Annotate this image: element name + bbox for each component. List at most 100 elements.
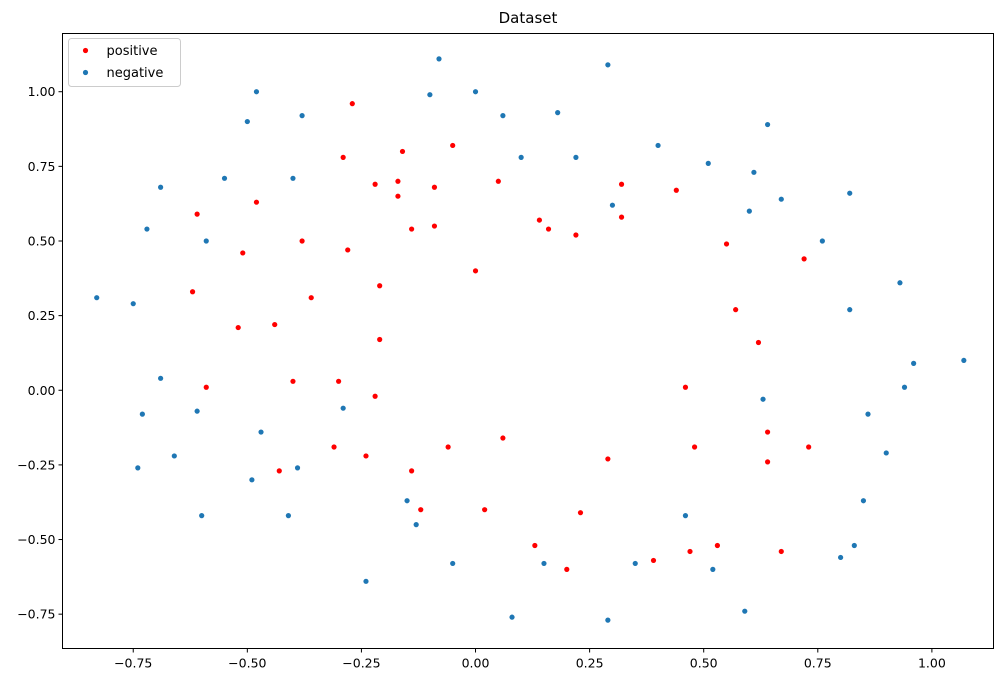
negative-point bbox=[299, 112, 305, 119]
positive-point bbox=[450, 142, 456, 149]
positive-point bbox=[349, 101, 355, 107]
positive-point bbox=[806, 444, 812, 450]
negative-point bbox=[244, 118, 250, 125]
positive-point bbox=[577, 510, 584, 516]
positive-point bbox=[764, 459, 771, 465]
y-tick-label: −0.75 bbox=[17, 607, 55, 622]
negative-point bbox=[778, 196, 784, 202]
negative-point bbox=[573, 154, 579, 160]
positive-point bbox=[372, 181, 378, 187]
positive-point bbox=[573, 232, 579, 238]
positive-point bbox=[431, 223, 438, 229]
positive-point bbox=[618, 181, 625, 187]
negative-point bbox=[139, 411, 145, 417]
x-tick-label: −0.25 bbox=[342, 656, 380, 671]
positive-point bbox=[714, 542, 720, 549]
positive-point bbox=[409, 226, 415, 232]
y-tick-label: 0.00 bbox=[28, 383, 56, 398]
positive-point bbox=[276, 468, 282, 474]
positive-point bbox=[299, 238, 305, 244]
legend-box bbox=[68, 38, 181, 87]
negative-point bbox=[865, 411, 871, 417]
positive-point bbox=[536, 217, 543, 223]
negative-point bbox=[851, 542, 857, 549]
negative-point bbox=[130, 301, 136, 307]
points-layer bbox=[94, 56, 967, 623]
negative-point bbox=[194, 408, 200, 414]
negative-point bbox=[541, 560, 547, 567]
positive-point bbox=[331, 444, 337, 450]
negative-point bbox=[171, 453, 177, 459]
y-tick-label: −0.25 bbox=[17, 457, 55, 472]
y-tick-label: 1.00 bbox=[28, 84, 56, 99]
negative-point bbox=[436, 56, 442, 62]
positive-point bbox=[409, 468, 415, 474]
positive-point bbox=[189, 289, 196, 295]
negative-point bbox=[911, 360, 917, 366]
positive-point bbox=[395, 193, 401, 199]
negative-point bbox=[764, 121, 771, 128]
negative-point bbox=[294, 465, 301, 471]
negative-point bbox=[518, 154, 524, 160]
negative-point bbox=[199, 513, 205, 519]
negative-point bbox=[472, 89, 479, 95]
y-tick-label: 0.25 bbox=[28, 308, 56, 323]
negative-point bbox=[742, 608, 748, 614]
positive-point bbox=[691, 444, 698, 450]
negative-point bbox=[203, 238, 209, 244]
positive-point bbox=[377, 336, 383, 343]
negative-point bbox=[290, 175, 296, 181]
x-tick-label: 0.75 bbox=[804, 656, 832, 671]
positive-point bbox=[532, 542, 538, 549]
x-tick-label: −0.50 bbox=[228, 656, 266, 671]
negative-point bbox=[860, 498, 867, 504]
negative-point bbox=[249, 477, 255, 483]
negative-point bbox=[221, 175, 228, 181]
positive-point bbox=[733, 307, 739, 313]
x-tick-label: 1.00 bbox=[918, 656, 946, 671]
negative-point bbox=[605, 617, 611, 623]
positive-point bbox=[240, 250, 246, 256]
positive-point bbox=[372, 393, 378, 399]
positive-point bbox=[778, 548, 784, 555]
chart-title: Dataset bbox=[499, 9, 558, 27]
positive-point bbox=[764, 429, 771, 435]
negative-point bbox=[897, 280, 903, 286]
positive-point bbox=[472, 268, 479, 274]
positive-point bbox=[445, 444, 451, 450]
positive-point bbox=[336, 378, 342, 384]
positive-point bbox=[363, 453, 369, 459]
x-tick-label: 0.25 bbox=[576, 656, 604, 671]
negative-point bbox=[135, 465, 141, 471]
positive-point bbox=[755, 339, 762, 346]
negative-point bbox=[847, 190, 853, 196]
negative-point bbox=[632, 560, 638, 567]
negative-point bbox=[655, 142, 661, 149]
negative-point bbox=[883, 450, 889, 456]
negative-point bbox=[285, 513, 292, 519]
y-tick-label: 0.75 bbox=[28, 159, 56, 174]
negative-point bbox=[404, 498, 410, 504]
negative-point bbox=[253, 89, 260, 95]
positive-point bbox=[564, 566, 570, 572]
negative-point bbox=[751, 169, 757, 175]
negative-point bbox=[500, 112, 506, 119]
negative-point bbox=[555, 110, 561, 116]
plot-frame bbox=[62, 33, 994, 649]
legend-marker-negative bbox=[82, 69, 89, 76]
positive-point bbox=[308, 295, 314, 301]
positive-point bbox=[545, 226, 552, 232]
positive-point bbox=[605, 456, 611, 462]
positive-point bbox=[801, 256, 807, 262]
negative-point bbox=[760, 396, 766, 402]
positive-point bbox=[482, 507, 488, 513]
negative-point bbox=[605, 62, 611, 68]
positive-point bbox=[203, 384, 209, 390]
negative-point bbox=[838, 554, 844, 561]
negative-point bbox=[901, 384, 908, 390]
negative-point bbox=[94, 295, 100, 301]
y-axis: −0.75 −0.50 −0.25 0.00 0.25 0.50 0.75 1.00 bbox=[17, 84, 63, 622]
negative-point bbox=[450, 560, 456, 567]
